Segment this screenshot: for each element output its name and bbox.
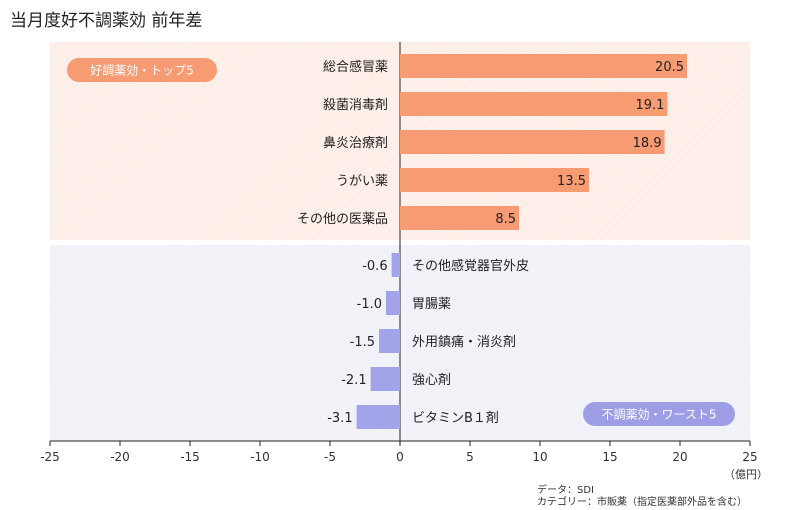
- bar: [356, 405, 400, 429]
- x-tick-label: -10: [250, 450, 270, 464]
- x-tick-label: 20: [672, 450, 687, 464]
- category-label: うがい薬: [336, 174, 388, 189]
- bar: [400, 54, 687, 78]
- x-axis-unit-label: （億円）: [724, 468, 768, 481]
- category-label: ビタミンB１剤: [412, 410, 499, 426]
- x-tick-label: -15: [180, 450, 200, 464]
- group-badge-bottom-label: 不調薬効・ワースト5: [601, 407, 716, 422]
- x-tick-label: 10: [532, 450, 547, 464]
- data-label: 8.5: [495, 212, 516, 227]
- data-label: -1.5: [350, 335, 375, 350]
- x-tick-label: -5: [324, 450, 336, 464]
- bar: [400, 206, 519, 230]
- data-label: -0.6: [362, 259, 387, 274]
- data-label: 19.1: [635, 98, 664, 113]
- category-label: 外用鎮痛・消炎剤: [412, 334, 516, 350]
- category-label: 鼻炎治療剤: [323, 135, 388, 151]
- bar: [400, 130, 665, 154]
- bar: [391, 253, 400, 277]
- x-tick-label: 5: [466, 450, 474, 464]
- category-label: 胃腸薬: [412, 297, 451, 312]
- category-label: 強心剤: [412, 372, 451, 388]
- data-label: -1.0: [357, 297, 382, 312]
- x-tick-label: 0: [396, 450, 404, 464]
- group-badge-bottom: [583, 402, 735, 426]
- x-tick-label: -25: [40, 450, 60, 464]
- category-label: 総合感冒薬: [323, 59, 388, 75]
- x-tick-label: 25: [742, 450, 757, 464]
- bar: [400, 92, 668, 116]
- bar: [379, 329, 400, 353]
- bar: [386, 291, 400, 315]
- x-tick-label: -20: [110, 450, 130, 464]
- data-label: -3.1: [327, 411, 352, 426]
- data-label: -2.1: [341, 373, 366, 388]
- x-tick-label: 15: [602, 450, 617, 464]
- bar: [370, 367, 400, 391]
- chart-title: 当月度好不調薬効 前年差: [10, 11, 202, 31]
- category-label: その他感覚器官外皮: [412, 258, 529, 274]
- data-label: 18.9: [633, 136, 662, 151]
- category-label: その他の医薬品: [297, 212, 388, 227]
- group-badge-top: [67, 58, 217, 82]
- category-label: 殺菌消毒剤: [323, 97, 388, 113]
- source-data-line: データ：SDI: [537, 483, 594, 496]
- data-label: 20.5: [655, 60, 684, 75]
- plot-area: 総合感冒薬 20.5 殺菌消毒剤 19.1 鼻炎治療剤 18.9 うがい薬 13.5 その他の医…: [40, 42, 758, 464]
- group-badge-top-label: 好調薬効・トップ5: [90, 63, 194, 78]
- source-category-line: カテゴリー：市販薬（指定医薬部外品を含む）: [537, 495, 747, 508]
- data-label: 13.5: [557, 174, 586, 189]
- bar: [400, 168, 589, 192]
